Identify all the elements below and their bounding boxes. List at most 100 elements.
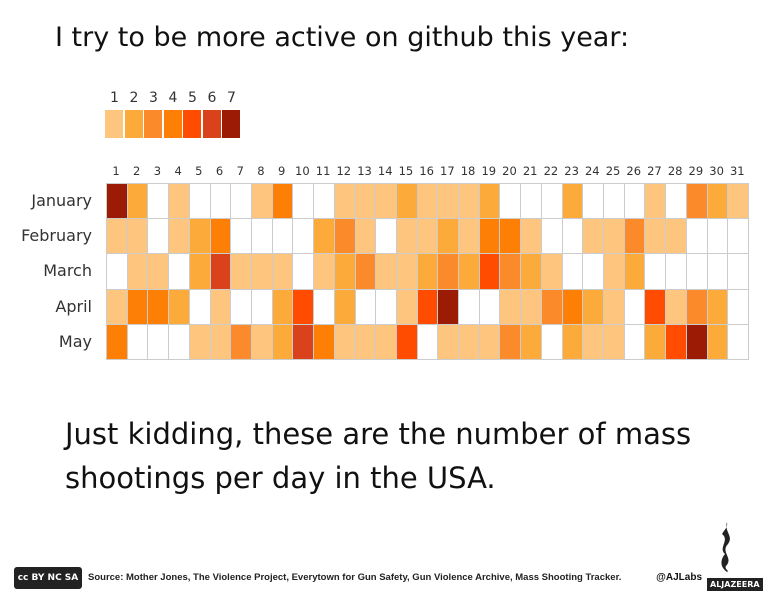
heatmap-cell bbox=[665, 323, 687, 360]
source-text: Source: Mother Jones, The Violence Proje… bbox=[88, 572, 622, 583]
heatmap-cell bbox=[188, 288, 211, 325]
heatmap-cell bbox=[375, 288, 397, 325]
heatmap-cell bbox=[230, 323, 252, 360]
day-label: 20 bbox=[502, 164, 517, 178]
footer: Source: Mother Jones, The Violence Proje… bbox=[88, 572, 702, 584]
heatmap-cell bbox=[271, 183, 294, 220]
day-label: 8 bbox=[257, 164, 265, 178]
heatmap-cell bbox=[292, 323, 315, 360]
day-label: 29 bbox=[688, 164, 704, 178]
heatmap-cell bbox=[313, 323, 335, 360]
heatmap-cell bbox=[168, 253, 190, 290]
heatmap-cell bbox=[478, 288, 501, 325]
heatmap-cell bbox=[354, 253, 377, 290]
legend-label: 6 bbox=[207, 90, 217, 106]
heatmap-cell bbox=[416, 218, 439, 255]
legend-label: 5 bbox=[188, 90, 197, 106]
heatmap-cell bbox=[499, 183, 522, 220]
heatmap-cell bbox=[313, 218, 335, 255]
heatmap-cell bbox=[437, 183, 460, 220]
heatmap-cell bbox=[437, 323, 460, 360]
day-label: 9 bbox=[278, 164, 286, 178]
aljazeera-calligraphy-icon bbox=[721, 522, 730, 572]
heatmap-cell bbox=[685, 218, 708, 255]
day-label: 27 bbox=[647, 164, 662, 178]
heatmap-cell bbox=[603, 183, 625, 220]
heatmap-cell bbox=[250, 183, 273, 220]
heatmap-cell bbox=[209, 218, 232, 255]
heatmap-cell bbox=[582, 288, 605, 325]
heatmap-cell bbox=[665, 183, 687, 220]
heatmap-cell bbox=[188, 218, 211, 255]
heatmap-cell bbox=[644, 323, 667, 360]
heatmap-cell bbox=[147, 323, 170, 360]
subtitle: Just kidding, these are the number of ma… bbox=[65, 417, 692, 495]
legend-label: 3 bbox=[149, 90, 158, 106]
heatmap-cell bbox=[354, 183, 377, 220]
heatmap-cell bbox=[188, 253, 211, 290]
heatmap-cell bbox=[292, 288, 315, 325]
heatmap-cell bbox=[292, 218, 315, 255]
heatmap-cell bbox=[478, 323, 501, 360]
heatmap-cell bbox=[126, 218, 149, 255]
heatmap-cell bbox=[603, 323, 625, 360]
day-label: 13 bbox=[357, 164, 372, 178]
heatmap-cell bbox=[603, 253, 625, 290]
heatmap-cell bbox=[292, 253, 315, 290]
heatmap-cell bbox=[644, 253, 667, 290]
creative-commons-badge: cc BY NC SA bbox=[14, 567, 82, 589]
heatmap-cell bbox=[354, 218, 377, 255]
legend-swatch bbox=[183, 110, 201, 138]
heatmap-cell bbox=[582, 218, 605, 255]
heatmap-cell bbox=[250, 288, 273, 325]
heatmap-cell bbox=[333, 183, 356, 220]
heatmap-cell bbox=[458, 218, 480, 255]
day-label: 25 bbox=[605, 164, 621, 178]
heatmap-cell bbox=[147, 218, 170, 255]
heatmap-cell bbox=[292, 183, 315, 220]
heatmap-cell bbox=[147, 183, 170, 220]
heatmap-cell bbox=[499, 253, 522, 290]
heatmap-cell bbox=[458, 288, 480, 325]
heatmap-cell bbox=[685, 323, 708, 360]
heatmap-cell bbox=[375, 218, 397, 255]
heatmap-cell bbox=[540, 218, 563, 255]
heatmap-cell bbox=[685, 288, 708, 325]
heatmap-cell bbox=[209, 183, 232, 220]
heatmap-cell bbox=[230, 253, 252, 290]
heatmap-cell bbox=[603, 288, 625, 325]
heatmap-cell bbox=[540, 288, 563, 325]
month-label: April bbox=[55, 296, 92, 316]
heatmap-cell bbox=[582, 323, 605, 360]
month-label: February bbox=[21, 226, 92, 246]
heatmap-cell bbox=[540, 183, 563, 220]
legend-swatch bbox=[222, 110, 240, 138]
heatmap-cell bbox=[354, 323, 377, 360]
day-label: 31 bbox=[729, 164, 745, 178]
heatmap-cell bbox=[540, 253, 563, 290]
day-label: 2 bbox=[133, 164, 141, 178]
heatmap-cell bbox=[727, 218, 749, 255]
heatmap-cell bbox=[727, 288, 749, 325]
heatmap-cell bbox=[706, 288, 729, 325]
heatmap-cell bbox=[520, 183, 542, 220]
month-label: January bbox=[31, 191, 92, 210]
heatmap-cell bbox=[623, 323, 646, 360]
heatmap-cell bbox=[126, 253, 149, 290]
heatmap-cell bbox=[333, 253, 356, 290]
heatmap-cell bbox=[313, 288, 335, 325]
heatmap-cell bbox=[665, 253, 687, 290]
day-label: 15 bbox=[398, 164, 414, 178]
day-label: 3 bbox=[153, 164, 162, 178]
heatmap-cell bbox=[333, 218, 356, 255]
day-label: 12 bbox=[336, 164, 352, 178]
heatmap-cell bbox=[209, 288, 232, 325]
heatmap-cell bbox=[685, 253, 708, 290]
day-label: 17 bbox=[440, 164, 455, 178]
heatmap-cell bbox=[727, 183, 749, 220]
heatmap-cell bbox=[520, 323, 542, 360]
day-label: 4 bbox=[174, 164, 182, 178]
heatmap-cell bbox=[375, 253, 397, 290]
heatmap-cell bbox=[168, 218, 190, 255]
heatmap-cell bbox=[478, 253, 501, 290]
